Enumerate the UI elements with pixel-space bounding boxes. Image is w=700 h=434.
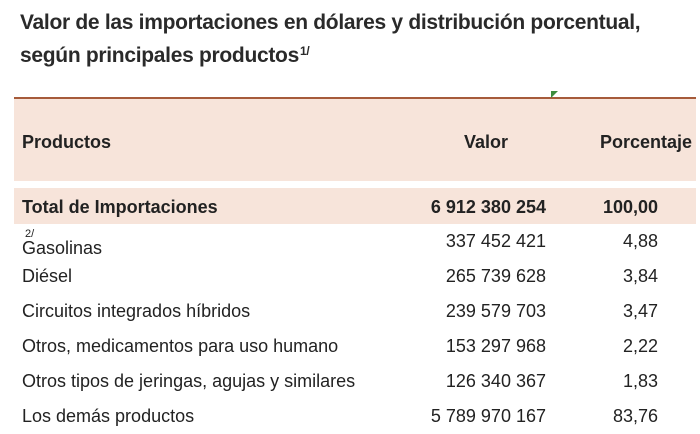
title-footnote-mark: 1/ — [299, 44, 310, 58]
cell-comment-marker[interactable] — [551, 91, 558, 98]
table-title: Valor de las importaciones en dólares y … — [20, 6, 690, 72]
row-product: Gasolinas 2/ — [22, 228, 102, 258]
row-product: Otros, medicamentos para uso humano — [22, 336, 339, 356]
row-percent: 3,84 — [622, 266, 658, 286]
table-row: Diésel 265 739 628 3,84 — [14, 259, 696, 294]
row-product-text: Gasolinas — [22, 238, 103, 258]
imports-table: Productos Valor Porcentaje Total de Impo… — [14, 97, 696, 434]
row-percent: 1,83 — [622, 371, 658, 391]
header-value: Valor — [463, 132, 508, 152]
row-product: Otros tipos de jeringas, agujas y simila… — [22, 371, 356, 391]
row-percent: 3,47 — [622, 301, 658, 321]
table-header-row: Productos Valor Porcentaje — [14, 99, 696, 181]
header-products: Productos — [22, 132, 112, 152]
row-footnote-mark: 2/ — [25, 228, 35, 240]
title-line-1: Valor de las importaciones en dólares y … — [20, 11, 641, 34]
row-value: 5 789 970 167 — [430, 406, 546, 426]
table-top-rule — [14, 97, 696, 99]
row-percent: 4,88 — [622, 231, 658, 251]
row-value: 153 297 968 — [445, 336, 546, 356]
table-row: Los demás productos 5 789 970 167 83,76 — [14, 399, 696, 434]
table-row: Circuitos integrados híbridos 239 579 70… — [14, 294, 696, 329]
table-row: Otros, medicamentos para uso humano 153 … — [14, 329, 696, 364]
row-value: 337 452 421 — [445, 231, 546, 251]
title-line-2-text: según principales productos — [20, 44, 299, 67]
total-row: Total de Importaciones 6 912 380 254 100… — [14, 188, 696, 224]
row-value: 126 340 367 — [445, 371, 546, 391]
row-value: 239 579 703 — [445, 301, 546, 321]
row-product: Diésel — [22, 266, 73, 286]
table-row: Otros tipos de jeringas, agujas y simila… — [14, 364, 696, 399]
header-percent: Porcentaje — [599, 132, 692, 152]
total-value: 6 912 380 254 — [430, 197, 546, 217]
row-value: 265 739 628 — [445, 266, 546, 286]
row-product: Circuitos integrados híbridos — [22, 301, 251, 321]
total-label: Total de Importaciones — [22, 197, 218, 217]
row-product: Los demás productos — [22, 406, 195, 426]
title-line-2: según principales productos1/ — [20, 39, 690, 72]
row-percent: 83,76 — [612, 406, 658, 426]
table-row: Gasolinas 2/ 337 452 421 4,88 — [14, 224, 696, 259]
total-percent: 100,00 — [602, 197, 658, 217]
row-percent: 2,22 — [622, 336, 658, 356]
